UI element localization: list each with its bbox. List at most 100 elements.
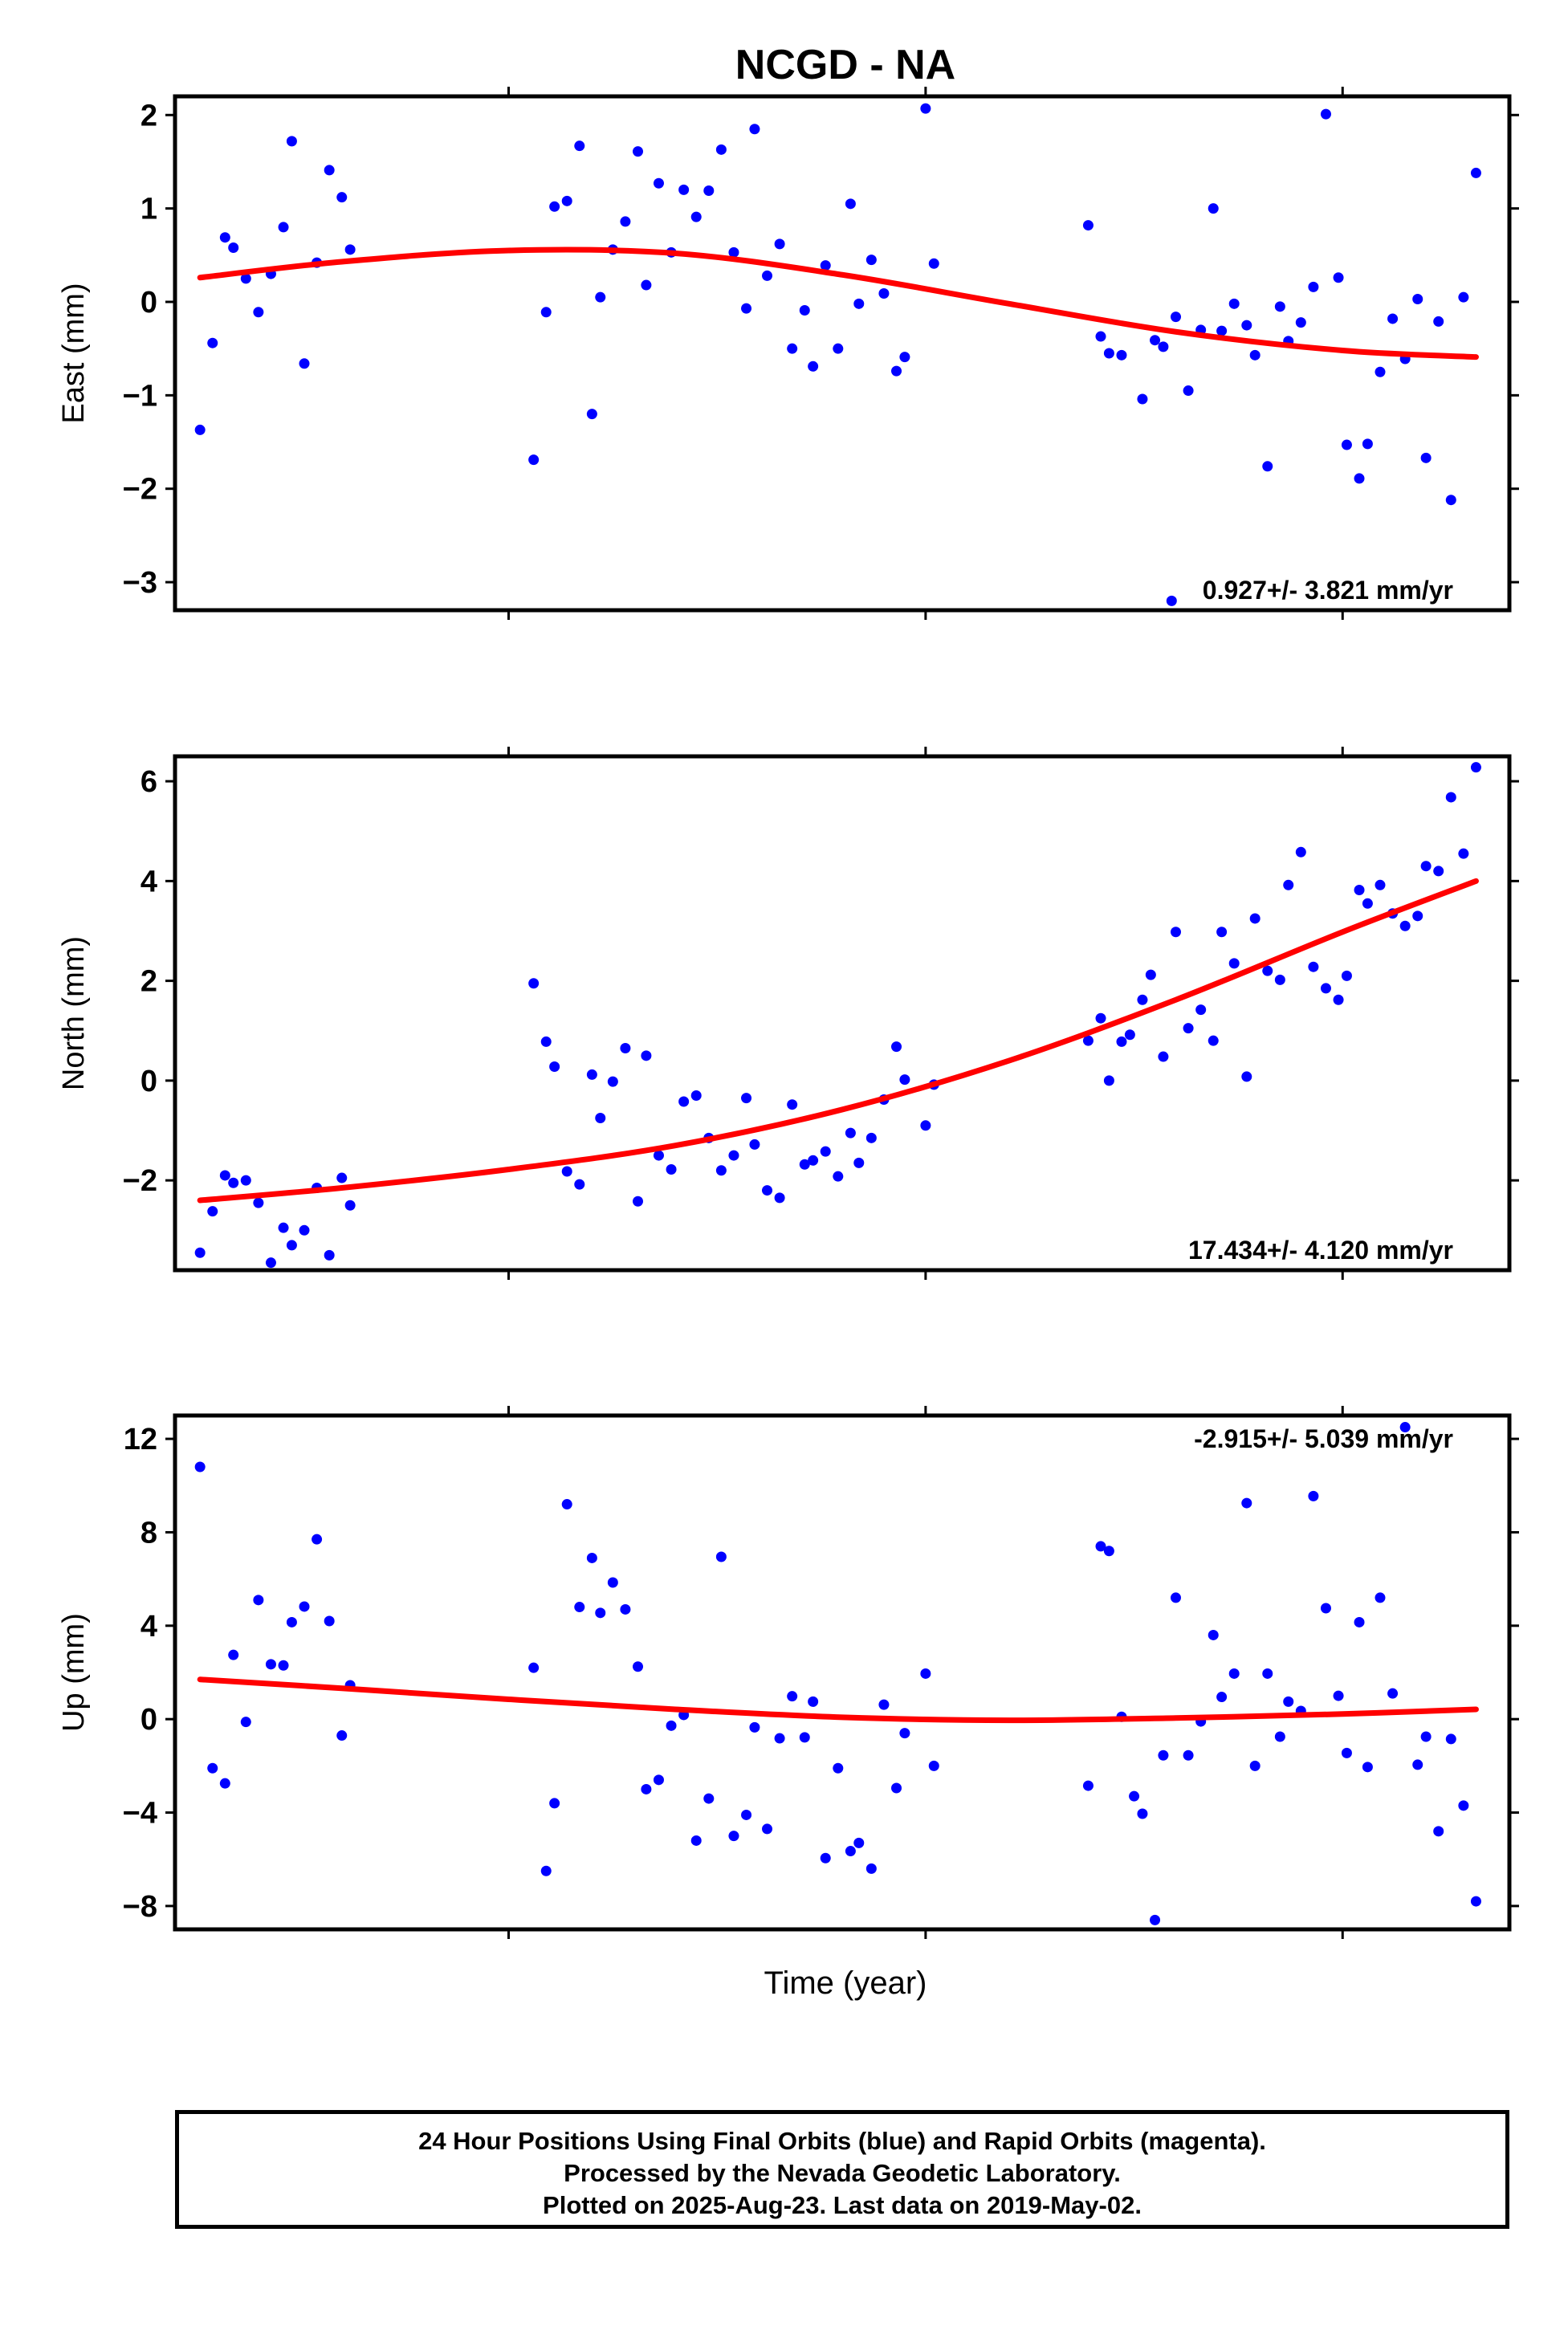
y-tick-label-north: 6 [141, 765, 157, 799]
data-point [1362, 898, 1373, 909]
data-point [286, 1240, 297, 1251]
data-point [1262, 461, 1273, 472]
data-point [265, 1659, 276, 1670]
trend-line-east [197, 246, 1479, 360]
data-point [219, 232, 230, 243]
data-point [228, 1177, 239, 1188]
data-point [633, 1196, 644, 1207]
data-point [678, 184, 690, 195]
data-point [853, 1837, 865, 1848]
data-point [1082, 220, 1094, 231]
data-point [336, 1730, 348, 1741]
data-point [1262, 1668, 1273, 1679]
data-point [574, 141, 585, 152]
data-point [878, 288, 890, 299]
data-point [749, 1139, 760, 1150]
data-point [1333, 994, 1344, 1005]
data-point [653, 1150, 664, 1161]
data-point [549, 1061, 560, 1072]
data-point [344, 244, 356, 255]
y-tick-label-up: 0 [141, 1703, 157, 1737]
data-point [528, 978, 540, 989]
data-point [528, 1662, 540, 1673]
data-point [653, 1774, 664, 1786]
data-point [833, 1171, 844, 1182]
data-point [278, 222, 289, 233]
data-point [728, 1831, 739, 1842]
rate-annotation-east: 0.927+/- 3.821 mm/yr [1203, 576, 1453, 605]
data-point [808, 1696, 819, 1707]
data-point [741, 303, 752, 314]
data-point [1375, 366, 1386, 377]
data-point [219, 1170, 230, 1181]
chart-title: NCGD - NA [735, 42, 955, 88]
data-point [336, 1172, 348, 1183]
data-point [1150, 335, 1161, 346]
data-point [1249, 1760, 1261, 1771]
data-point [633, 1661, 644, 1672]
data-point [1183, 1023, 1194, 1034]
data-point [1295, 846, 1306, 857]
data-point [1208, 1629, 1219, 1640]
data-point [762, 1185, 773, 1196]
points-north [194, 762, 1481, 1269]
data-point [1433, 1826, 1444, 1837]
points-east [194, 103, 1481, 606]
data-point [265, 1257, 276, 1269]
data-point [749, 124, 760, 135]
data-point [891, 1782, 902, 1794]
data-point [1095, 331, 1106, 342]
data-point [1445, 792, 1456, 803]
data-point [1341, 1747, 1352, 1758]
data-point [1208, 203, 1219, 214]
data-point [762, 270, 773, 281]
data-point [194, 424, 206, 435]
data-point [715, 1165, 727, 1176]
data-point [1249, 349, 1261, 360]
data-point [312, 1534, 323, 1545]
data-point [620, 1042, 631, 1053]
y-tick-label-north: 4 [141, 865, 157, 898]
data-point [1137, 994, 1148, 1005]
data-point [1228, 958, 1240, 969]
data-point [820, 1852, 831, 1864]
data-point [891, 365, 902, 377]
data-point [299, 1224, 310, 1236]
data-point [920, 103, 931, 114]
y-tick-label-north: 0 [141, 1065, 157, 1098]
plot-frame-up [173, 1413, 1512, 1932]
data-point [207, 337, 218, 348]
data-point [540, 307, 552, 318]
trend-line-up [197, 1676, 1479, 1724]
data-point [1183, 385, 1194, 397]
data-point [1150, 1914, 1161, 1925]
data-point [240, 1175, 251, 1186]
data-point [240, 273, 251, 284]
data-point [1166, 595, 1177, 606]
data-point [715, 144, 727, 155]
data-point [833, 343, 844, 354]
data-point [865, 1132, 877, 1143]
y-tick-label-up: −4 [123, 1797, 157, 1831]
data-point [1228, 1668, 1240, 1679]
data-point [344, 1200, 356, 1211]
data-point [1458, 291, 1469, 303]
data-point [1195, 1004, 1207, 1016]
data-point [549, 201, 560, 212]
y-tick-label-east: −1 [123, 379, 157, 413]
data-point [1308, 281, 1319, 292]
data-point [540, 1865, 552, 1876]
data-point [774, 238, 785, 250]
data-point [799, 1732, 810, 1743]
data-point [595, 1112, 606, 1123]
data-point [1399, 920, 1411, 931]
y-tick-label-east: −3 [123, 566, 157, 600]
data-point [741, 1809, 752, 1820]
y-tick-label-east: 2 [141, 99, 157, 132]
data-point [1387, 1688, 1399, 1699]
data-point [845, 1127, 856, 1139]
data-point [561, 195, 572, 206]
data-point [299, 358, 310, 369]
data-point [1458, 848, 1469, 859]
data-point [324, 1615, 335, 1627]
